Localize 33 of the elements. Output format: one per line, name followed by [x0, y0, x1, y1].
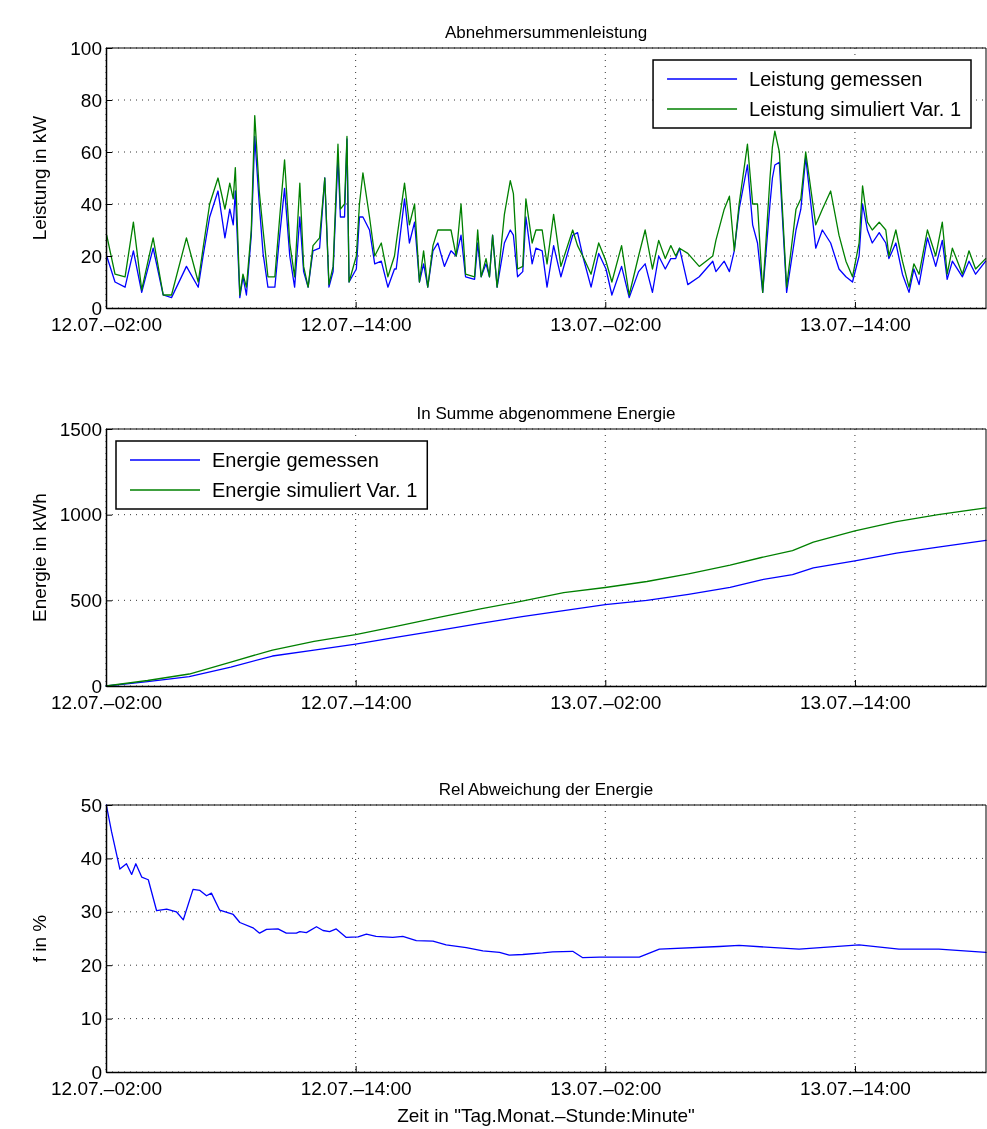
y-tick-label: 80 — [80, 89, 102, 111]
y-axis-title: f in % — [29, 914, 50, 963]
y-tick-label: 1000 — [59, 504, 102, 526]
chart-title: Abnehmersummenleistung — [444, 23, 648, 42]
y-tick-label: 20 — [80, 954, 102, 976]
y-axis-title: Energie in kWh — [29, 493, 50, 622]
y-axis-title: Leistung in kW — [29, 115, 50, 241]
x-tick-label: 13.07.–14:00 — [799, 692, 911, 714]
y-tick-label: 60 — [80, 141, 102, 163]
y-tick-label: 10 — [80, 1008, 102, 1030]
x-tick-label: 13.07.–14:00 — [799, 1078, 911, 1100]
chart-title: Rel Abweichung der Energie — [438, 780, 654, 799]
y-tick-label: 30 — [80, 901, 102, 923]
legend-label: Leistung simuliert Var. 1 — [749, 98, 961, 120]
y-tick-label: 40 — [80, 847, 102, 869]
x-tick-label: 12.07.–14:00 — [300, 692, 412, 714]
y-tick-label: 40 — [80, 193, 102, 215]
x-tick-label: 13.07.–14:00 — [799, 314, 911, 336]
y-tick-label: 1500 — [59, 418, 102, 440]
legend-label: Energie simuliert Var. 1 — [212, 479, 418, 501]
x-tick-label: 13.07.–02:00 — [550, 314, 662, 336]
y-tick-label: 100 — [70, 37, 102, 59]
x-tick-label: 13.07.–02:00 — [550, 1078, 662, 1100]
chart-title: In Summe abgenommene Energie — [416, 404, 676, 423]
y-tick-label: 20 — [80, 245, 102, 267]
y-tick-label: 500 — [70, 589, 102, 611]
y-tick-label: 50 — [80, 794, 102, 816]
x-axis-title: Zeit in "Tag.Monat.–Stunde:Minute" — [397, 1105, 695, 1126]
x-tick-label: 12.07.–14:00 — [300, 314, 412, 336]
legend-label: Energie gemessen — [212, 449, 379, 471]
x-tick-label: 12.07.–14:00 — [300, 1078, 412, 1100]
legend-label: Leistung gemessen — [749, 68, 923, 90]
x-tick-label: 13.07.–02:00 — [550, 692, 662, 714]
